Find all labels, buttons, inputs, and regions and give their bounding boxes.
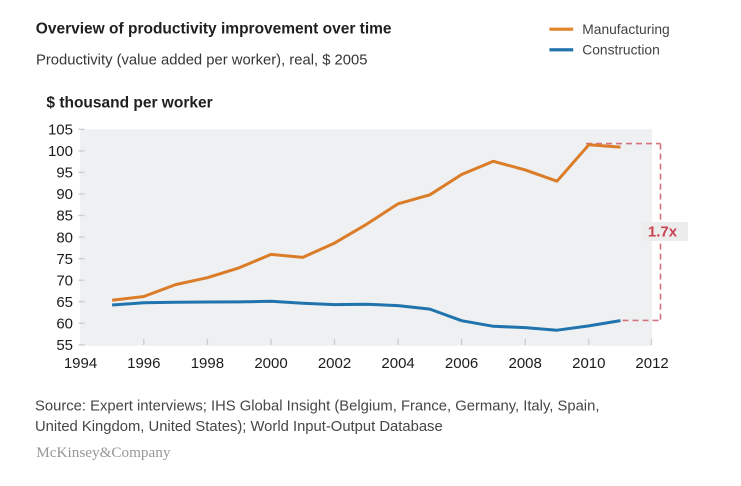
svg-text:Productivity (value added per: Productivity (value added per worker), r… <box>36 52 367 68</box>
svg-text:Construction: Construction <box>582 43 659 58</box>
svg-text:Source: Expert interviews; IHS: Source: Expert interviews; IHS Global In… <box>35 399 599 415</box>
svg-text:95: 95 <box>56 165 73 182</box>
svg-text:2000: 2000 <box>254 355 287 372</box>
svg-text:85: 85 <box>56 208 73 225</box>
svg-text:2004: 2004 <box>381 355 414 372</box>
svg-text:2012: 2012 <box>635 355 668 372</box>
svg-text:Overview of productivity impro: Overview of productivity improvement ove… <box>36 21 392 38</box>
svg-text:70: 70 <box>56 272 73 289</box>
svg-text:McKinsey&Company: McKinsey&Company <box>36 444 171 461</box>
svg-text:$ thousand per worker: $ thousand per worker <box>46 95 212 112</box>
svg-text:55: 55 <box>56 337 73 354</box>
svg-text:1996: 1996 <box>127 355 160 372</box>
svg-text:75: 75 <box>56 251 73 268</box>
svg-text:1998: 1998 <box>191 355 224 372</box>
svg-text:105: 105 <box>48 122 73 139</box>
svg-text:1.7x: 1.7x <box>648 224 678 241</box>
svg-text:2006: 2006 <box>445 355 478 372</box>
svg-text:2008: 2008 <box>509 355 542 372</box>
svg-text:80: 80 <box>56 229 73 246</box>
svg-text:60: 60 <box>56 316 73 333</box>
svg-text:2010: 2010 <box>572 355 605 372</box>
svg-text:90: 90 <box>56 186 73 203</box>
svg-text:Manufacturing: Manufacturing <box>582 22 669 37</box>
svg-text:65: 65 <box>56 294 73 311</box>
svg-text:United Kingdom, United States): United Kingdom, United States); World In… <box>35 419 443 435</box>
svg-text:1994: 1994 <box>64 355 97 372</box>
svg-text:100: 100 <box>48 143 73 160</box>
svg-text:2002: 2002 <box>318 355 351 372</box>
